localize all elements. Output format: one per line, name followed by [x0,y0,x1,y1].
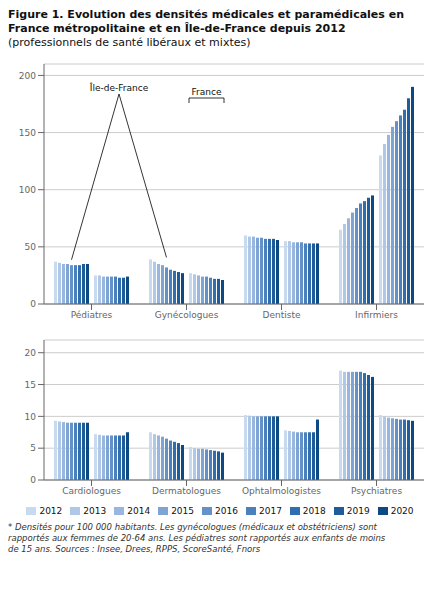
html-text:* Densités pour 100 000 habita: * Densités pour 100 000 habitants. Les g… [8,522,386,554]
html-text:2014: 2014 [127,506,151,516]
svg-text:10: 10 [25,412,37,422]
svg-text:Pédiatres: Pédiatres [71,310,113,320]
svg-text:50: 50 [25,242,37,252]
svg-text:20: 20 [25,348,37,358]
svg-text:Infirmiers: Infirmiers [355,310,398,320]
svg-text:Gynécologues: Gynécologues [155,310,219,320]
svg-text:150: 150 [19,128,36,138]
svg-text:Ophtalmologistes: Ophtalmologistes [242,486,321,496]
html-text:2013: 2013 [83,506,107,516]
svg-text:Dermatologues: Dermatologues [152,486,221,496]
html-text:2015: 2015 [171,506,194,516]
html-text:2017: 2017 [259,506,282,516]
svg-text:0: 0 [30,475,36,485]
html-text:2019: 2019 [346,506,370,516]
html-text:2012: 2012 [39,506,63,516]
svg-text:100: 100 [19,185,36,195]
svg-text:Psychiatres: Psychiatres [351,486,403,496]
svg-text:Cardiologues: Cardiologues [62,486,121,496]
html-text:Figure 1. Evolution des densit: Figure 1. Evolution des densités médical… [8,8,404,35]
svg-text:15: 15 [25,380,36,390]
html-text:(professionnels de santé libér: (professionnels de santé libéraux et mix… [8,36,251,49]
svg-text:Dentiste: Dentiste [263,310,301,320]
svg-text:Île-de-France: Île-de-France [89,82,149,93]
html-text:2020: 2020 [390,506,414,516]
svg-text:5: 5 [30,443,36,453]
svg-text:France: France [192,87,222,97]
svg-text:0: 0 [30,299,36,309]
svg-text:200: 200 [19,71,36,81]
html-text:2018: 2018 [302,506,326,516]
html-text:2016: 2016 [215,506,238,516]
